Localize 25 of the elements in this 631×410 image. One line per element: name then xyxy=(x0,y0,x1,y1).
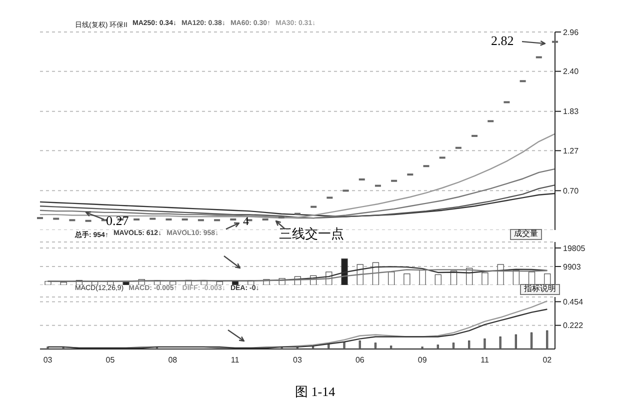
x-tick-label: 06 xyxy=(355,356,365,365)
annotation: 2.82 xyxy=(491,33,514,48)
caption: 图 1-14 xyxy=(295,384,336,400)
y-tick-label: 2.96 xyxy=(563,28,580,37)
annotation: 指标说明 xyxy=(520,284,560,295)
y-tick-label: 0.222 xyxy=(563,321,584,330)
x-tick-label: 03 xyxy=(293,356,302,365)
y-tick-label: 9903 xyxy=(563,262,582,272)
x-tick-label: 05 xyxy=(106,356,116,365)
y-tick-label: 0.454 xyxy=(563,298,584,307)
annotation: 0.27 xyxy=(106,213,129,228)
x-tick-label: 11 xyxy=(230,356,240,365)
x-tick-label: 09 xyxy=(418,356,428,365)
x-tick-label: 03 xyxy=(43,356,53,365)
y-tick-label: 0.70 xyxy=(563,186,580,196)
annotation: 三线交一点 xyxy=(279,226,344,242)
x-tick-label: 08 xyxy=(168,356,178,365)
x-tick-label: 11 xyxy=(480,356,490,365)
annotation: 成交量 xyxy=(510,229,542,240)
y-tick-label: 19805 xyxy=(563,244,586,253)
y-tick-label: 1.27 xyxy=(563,146,580,156)
y-tick-label: 2.40 xyxy=(563,67,580,76)
y-tick-label: 1.83 xyxy=(563,107,580,116)
annotation: 4 xyxy=(243,214,249,228)
x-tick-label: 02 xyxy=(542,356,552,365)
